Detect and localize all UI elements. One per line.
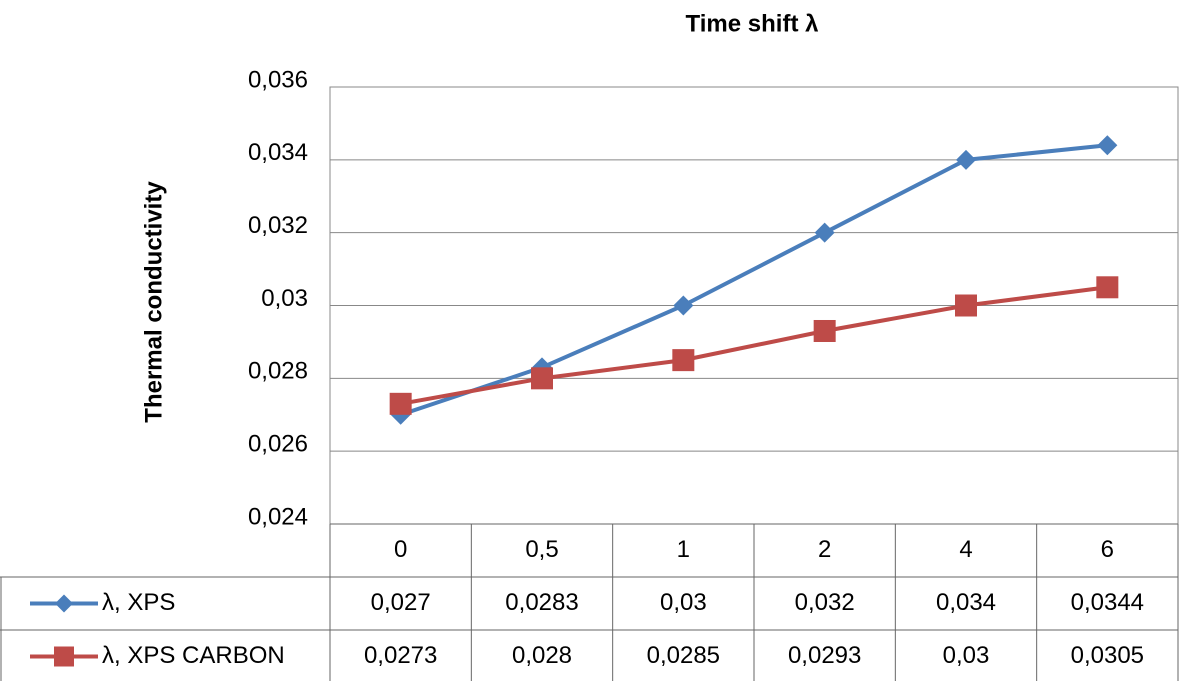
series-line — [400, 143, 1108, 417]
data-point — [1096, 276, 1119, 299]
y-axis-label: Thermal conductivity — [140, 181, 167, 423]
legend-label: λ, XPS CARBON — [102, 642, 285, 669]
table-value: 0,0344 — [1071, 589, 1144, 616]
y-tick-label: 0,036 — [248, 66, 308, 93]
y-tick-label: 0,032 — [248, 212, 308, 239]
x-tick-label: 4 — [959, 536, 972, 563]
data-point — [813, 319, 836, 342]
table-value: 0,0293 — [788, 642, 861, 669]
y-tick-label: 0,024 — [248, 503, 308, 530]
data-point — [1097, 135, 1118, 156]
chart-title: Time shift λ — [686, 10, 819, 37]
x-tick-label: 2 — [818, 536, 831, 563]
data-point — [955, 294, 977, 317]
table-value: 0,0273 — [364, 642, 437, 669]
legend-marker — [55, 594, 73, 613]
x-tick-label: 6 — [1101, 536, 1114, 563]
table-value: 0,03 — [660, 589, 707, 616]
series-line — [400, 285, 1108, 406]
table-value: 0,0285 — [647, 642, 720, 669]
table-value: 0,03 — [943, 642, 990, 669]
y-tick-label: 0,03 — [261, 285, 308, 312]
x-tick-label: 1 — [677, 536, 690, 563]
data-point — [389, 392, 412, 415]
y-tick-label: 0,026 — [248, 431, 308, 458]
table-value: 0,032 — [795, 589, 855, 616]
table-value: 0,0305 — [1071, 642, 1144, 669]
legend-marker — [54, 646, 74, 667]
table-value: 0,0283 — [505, 589, 578, 616]
data-point — [814, 222, 835, 243]
table-value: 0,034 — [936, 589, 996, 616]
data-point — [531, 367, 553, 390]
legend-label: λ, XPS — [102, 589, 175, 616]
y-tick-label: 0,034 — [248, 139, 308, 166]
data-point — [956, 149, 976, 170]
table-value: 0,028 — [512, 642, 572, 669]
data-point — [673, 295, 694, 316]
x-tick-label: 0 — [394, 536, 407, 563]
x-tick-label: 0,5 — [525, 536, 558, 563]
y-tick-label: 0,028 — [248, 358, 308, 385]
data-point — [672, 349, 695, 372]
table-value: 0,027 — [371, 589, 431, 616]
